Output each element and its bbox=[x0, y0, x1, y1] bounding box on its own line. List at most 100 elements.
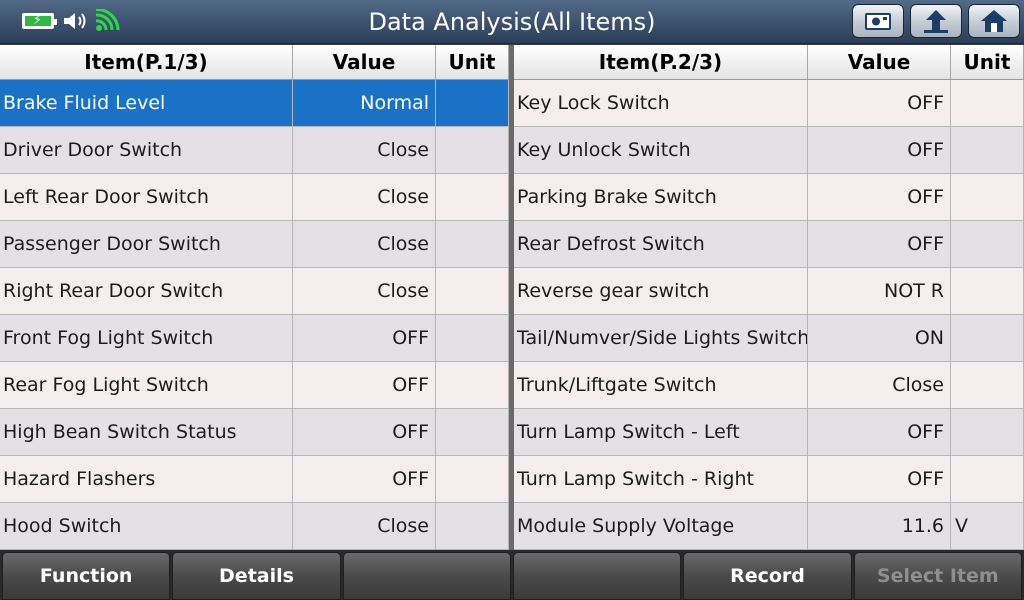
item-cell: Turn Lamp Switch - Right bbox=[514, 456, 808, 502]
unit-cell bbox=[436, 362, 509, 408]
table-row[interactable]: Key Unlock Switch OFF bbox=[514, 127, 1024, 174]
table-row[interactable]: Trunk/Liftgate Switch Close bbox=[514, 362, 1024, 409]
item-cell: Key Unlock Switch bbox=[514, 127, 808, 173]
empty-button-2[interactable] bbox=[512, 552, 682, 600]
item-cell: High Bean Switch Status bbox=[0, 409, 293, 455]
table-row[interactable]: Brake Fluid Level Normal bbox=[0, 80, 509, 127]
value-cell: Close bbox=[293, 127, 436, 173]
value-cell: Normal bbox=[293, 80, 436, 126]
unit-cell bbox=[436, 174, 509, 220]
table-row[interactable]: Turn Lamp Switch - Left OFF bbox=[514, 409, 1024, 456]
value-cell: OFF bbox=[808, 221, 951, 267]
table-row[interactable]: Front Fog Light Switch OFF bbox=[0, 315, 509, 362]
value-cell: Close bbox=[293, 221, 436, 267]
unit-cell bbox=[951, 268, 1024, 314]
table-row[interactable]: Module Supply Voltage 11.6 V bbox=[514, 503, 1024, 550]
column-header-item[interactable]: Item(P.2/3) bbox=[514, 45, 808, 79]
unit-cell bbox=[951, 409, 1024, 455]
value-cell: NOT R bbox=[808, 268, 951, 314]
value-cell: OFF bbox=[808, 456, 951, 502]
item-cell: Hazard Flashers bbox=[0, 456, 293, 502]
table-row[interactable]: Reverse gear switch NOT R bbox=[514, 268, 1024, 315]
home-button[interactable] bbox=[968, 4, 1020, 38]
speaker-icon bbox=[64, 13, 86, 29]
item-cell: Left Rear Door Switch bbox=[0, 174, 293, 220]
item-cell: Hood Switch bbox=[0, 503, 293, 549]
item-cell: Rear Fog Light Switch bbox=[0, 362, 293, 408]
screenshot-icon bbox=[865, 13, 891, 30]
screenshot-button[interactable] bbox=[852, 4, 904, 38]
table-row[interactable]: Driver Door Switch Close bbox=[0, 127, 509, 174]
value-cell: Close bbox=[293, 268, 436, 314]
unit-cell bbox=[951, 174, 1024, 220]
record-button[interactable]: Record bbox=[683, 552, 852, 600]
value-cell: OFF bbox=[293, 456, 436, 502]
table-row[interactable]: Rear Fog Light Switch OFF bbox=[0, 362, 509, 409]
home-icon bbox=[981, 10, 1007, 32]
column-header-unit[interactable]: Unit bbox=[436, 45, 509, 79]
unit-cell bbox=[951, 221, 1024, 267]
item-cell: Trunk/Liftgate Switch bbox=[514, 362, 808, 408]
bottom-toolbar: Function Details Record Select Item bbox=[0, 550, 1024, 600]
unit-cell bbox=[951, 315, 1024, 361]
value-cell: OFF bbox=[808, 174, 951, 220]
table-header: Item(P.2/3) Value Unit bbox=[514, 45, 1024, 80]
table-row[interactable]: Turn Lamp Switch - Right OFF bbox=[514, 456, 1024, 503]
details-button[interactable]: Details bbox=[172, 552, 341, 600]
table-divider bbox=[509, 45, 514, 550]
item-cell: Right Rear Door Switch bbox=[0, 268, 293, 314]
table-row[interactable]: Hazard Flashers OFF bbox=[0, 456, 509, 503]
item-cell: Module Supply Voltage bbox=[514, 503, 808, 549]
data-table-page-2: Item(P.2/3) Value Unit Key Lock Switch OF… bbox=[514, 45, 1024, 550]
wifi-icon bbox=[95, 9, 120, 31]
unit-cell bbox=[436, 127, 509, 173]
column-header-value[interactable]: Value bbox=[808, 45, 951, 79]
item-cell: Driver Door Switch bbox=[0, 127, 293, 173]
select-item-button[interactable]: Select Item bbox=[853, 552, 1022, 600]
item-cell: Parking Brake Switch bbox=[514, 174, 808, 220]
item-cell: Reverse gear switch bbox=[514, 268, 808, 314]
back-icon bbox=[924, 10, 948, 33]
item-cell: Passenger Door Switch bbox=[0, 221, 293, 267]
value-cell: Close bbox=[808, 362, 951, 408]
value-cell: OFF bbox=[293, 315, 436, 361]
column-header-value[interactable]: Value bbox=[293, 45, 436, 79]
item-cell: Brake Fluid Level bbox=[0, 80, 293, 126]
value-cell: Close bbox=[293, 174, 436, 220]
unit-cell bbox=[436, 503, 509, 549]
back-button[interactable] bbox=[910, 4, 962, 38]
value-cell: OFF bbox=[808, 80, 951, 126]
unit-cell bbox=[951, 456, 1024, 502]
table-row[interactable]: High Bean Switch Status OFF bbox=[0, 409, 509, 456]
unit-cell bbox=[436, 409, 509, 455]
table-row[interactable]: Parking Brake Switch OFF bbox=[514, 174, 1024, 221]
table-row[interactable]: Tail/Numver/Side Lights Switch ON bbox=[514, 315, 1024, 362]
item-cell: Tail/Numver/Side Lights Switch bbox=[514, 315, 808, 361]
status-icons: ⚡ bbox=[22, 9, 120, 32]
unit-cell bbox=[436, 221, 509, 267]
column-header-item[interactable]: Item(P.1/3) bbox=[0, 45, 293, 79]
unit-cell bbox=[436, 268, 509, 314]
table-header: Item(P.1/3) Value Unit bbox=[0, 45, 509, 80]
column-header-unit[interactable]: Unit bbox=[951, 45, 1024, 79]
table-row[interactable]: Rear Defrost Switch OFF bbox=[514, 221, 1024, 268]
table-row[interactable]: Key Lock Switch OFF bbox=[514, 80, 1024, 127]
item-cell: Key Lock Switch bbox=[514, 80, 808, 126]
table-row[interactable]: Right Rear Door Switch Close bbox=[0, 268, 509, 315]
item-cell: Turn Lamp Switch - Left bbox=[514, 409, 808, 455]
empty-button-1[interactable] bbox=[342, 552, 511, 600]
page-title: Data Analysis(All Items) bbox=[368, 8, 656, 36]
item-cell: Front Fog Light Switch bbox=[0, 315, 293, 361]
function-button[interactable]: Function bbox=[2, 552, 171, 600]
value-cell: Close bbox=[293, 503, 436, 549]
data-table-page-1: Item(P.1/3) Value Unit Brake Fluid Level… bbox=[0, 45, 509, 550]
value-cell: OFF bbox=[808, 409, 951, 455]
item-cell: Rear Defrost Switch bbox=[514, 221, 808, 267]
value-cell: 11.6 bbox=[808, 503, 951, 549]
value-cell: OFF bbox=[808, 127, 951, 173]
table-row[interactable]: Hood Switch Close bbox=[0, 503, 509, 550]
table-row[interactable]: Passenger Door Switch Close bbox=[0, 221, 509, 268]
title-bar: ⚡ Data Analysis(All Items) bbox=[0, 0, 1024, 44]
table-row[interactable]: Left Rear Door Switch Close bbox=[0, 174, 509, 221]
unit-cell bbox=[951, 362, 1024, 408]
